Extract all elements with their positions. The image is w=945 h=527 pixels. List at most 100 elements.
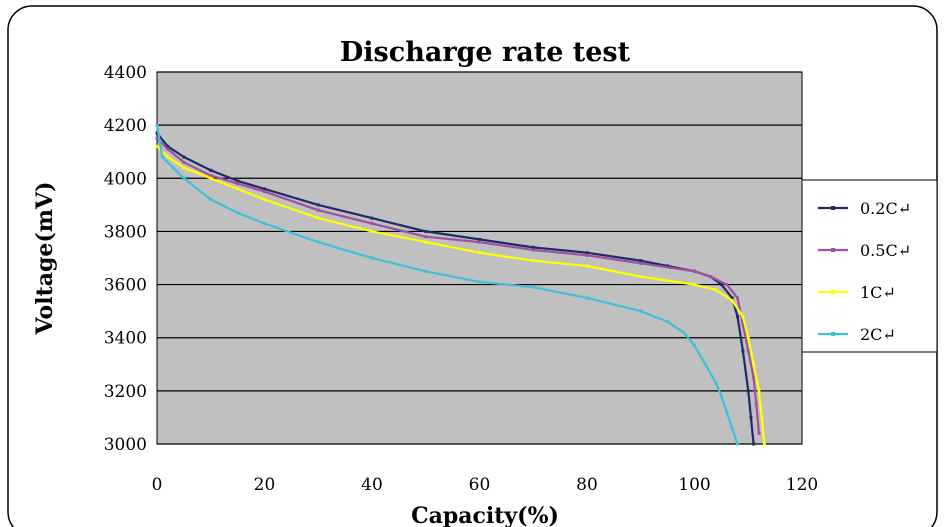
data-point: [639, 261, 643, 265]
data-point: [749, 415, 753, 419]
data-point: [209, 174, 213, 178]
x-tick-label: 40: [361, 475, 383, 495]
data-point: [236, 179, 240, 183]
legend-marker: [831, 332, 835, 336]
data-point: [160, 155, 164, 159]
data-point: [478, 240, 481, 244]
legend-marker: [831, 290, 835, 294]
data-point: [719, 394, 723, 398]
data-point: [236, 187, 240, 191]
data-point: [703, 362, 707, 366]
data-point: [666, 320, 670, 324]
data-point: [209, 198, 213, 202]
y-tick-label: 3600: [104, 276, 147, 296]
data-point: [725, 283, 729, 287]
data-point: [478, 251, 481, 255]
data-point: [752, 362, 756, 366]
chart-title: Discharge rate test: [340, 37, 631, 68]
data-point: [316, 216, 320, 220]
data-point: [725, 410, 729, 414]
data-point: [752, 376, 756, 380]
y-tick-label: 3400: [104, 329, 147, 349]
legend-label: 0.2C↵: [860, 199, 911, 218]
data-point: [182, 176, 186, 180]
data-point: [209, 176, 213, 180]
data-point: [263, 190, 266, 194]
data-point: [316, 208, 320, 212]
data-point: [531, 285, 535, 289]
data-point: [639, 275, 643, 279]
data-point: [762, 442, 766, 446]
x-tick-label: 120: [786, 475, 818, 495]
data-point: [682, 330, 686, 334]
legend-label: 1C↵: [860, 283, 896, 302]
data-point: [263, 221, 266, 225]
plot-area: [156, 71, 803, 445]
y-tick-label: 4400: [104, 63, 147, 83]
data-point: [316, 203, 320, 207]
data-point: [752, 442, 756, 446]
legend-item-3: 2C↵: [818, 325, 896, 344]
series-line-1: [156, 137, 761, 434]
data-point: [370, 229, 374, 233]
data-point: [730, 426, 734, 430]
series-line-2: [156, 145, 766, 445]
data-point: [757, 431, 761, 435]
data-point: [719, 283, 723, 287]
data-point: [693, 344, 696, 348]
legend-label: 0.5C↵: [860, 241, 911, 260]
data-point: [182, 155, 186, 159]
data-point: [531, 259, 535, 263]
data-point: [531, 248, 535, 252]
legend-label: 2C↵: [860, 325, 896, 344]
data-point: [370, 221, 374, 225]
data-point: [736, 314, 739, 318]
data-point: [760, 415, 764, 419]
data-point: [236, 211, 240, 215]
data-point: [741, 349, 745, 353]
legend-item-1: 0.5C↵: [818, 241, 911, 260]
data-point: [424, 229, 428, 233]
data-point: [585, 253, 589, 257]
data-point: [741, 314, 745, 318]
data-point: [209, 168, 213, 172]
data-point: [171, 166, 175, 170]
data-point: [746, 349, 750, 353]
data-point: [746, 336, 750, 340]
data-point: [709, 275, 713, 279]
data-point: [736, 296, 739, 300]
x-tick-label: 0: [152, 475, 163, 495]
x-tick-label: 20: [254, 475, 276, 495]
y-tick-label: 3200: [104, 382, 147, 402]
y-axis-title: Voltage(mV): [32, 181, 58, 335]
data-point: [316, 240, 320, 244]
data-point: [263, 187, 266, 191]
legend-item-2: 1C↵: [818, 283, 896, 302]
x-tick-labels: 0 20 40 60 80 100 120: [152, 475, 819, 495]
data-point: [730, 296, 734, 300]
data-point: [693, 283, 696, 287]
data-point: [757, 389, 761, 393]
data-point: [736, 442, 739, 446]
data-point: [478, 280, 481, 284]
x-tick-label: 80: [576, 475, 598, 495]
legend-marker: [831, 206, 835, 210]
legend: 0.2C↵ 0.5C↵ 1C↵ 2C↵: [801, 179, 938, 353]
series-layer: [155, 123, 766, 446]
data-point: [424, 240, 428, 244]
data-point: [585, 251, 589, 255]
y-tick-labels: 3000 3200 3400 3600 3800 4000 4200 4400: [104, 63, 147, 455]
x-tick-label: 60: [469, 475, 491, 495]
data-point: [730, 299, 734, 303]
x-axis-title: Capacity(%): [411, 503, 559, 527]
data-point: [746, 389, 750, 393]
data-point: [666, 264, 670, 268]
data-point: [166, 144, 170, 148]
grid-lines: [157, 71, 802, 445]
data-point: [370, 216, 374, 220]
data-point: [639, 259, 643, 263]
data-point: [714, 381, 718, 385]
data-point: [166, 147, 170, 151]
